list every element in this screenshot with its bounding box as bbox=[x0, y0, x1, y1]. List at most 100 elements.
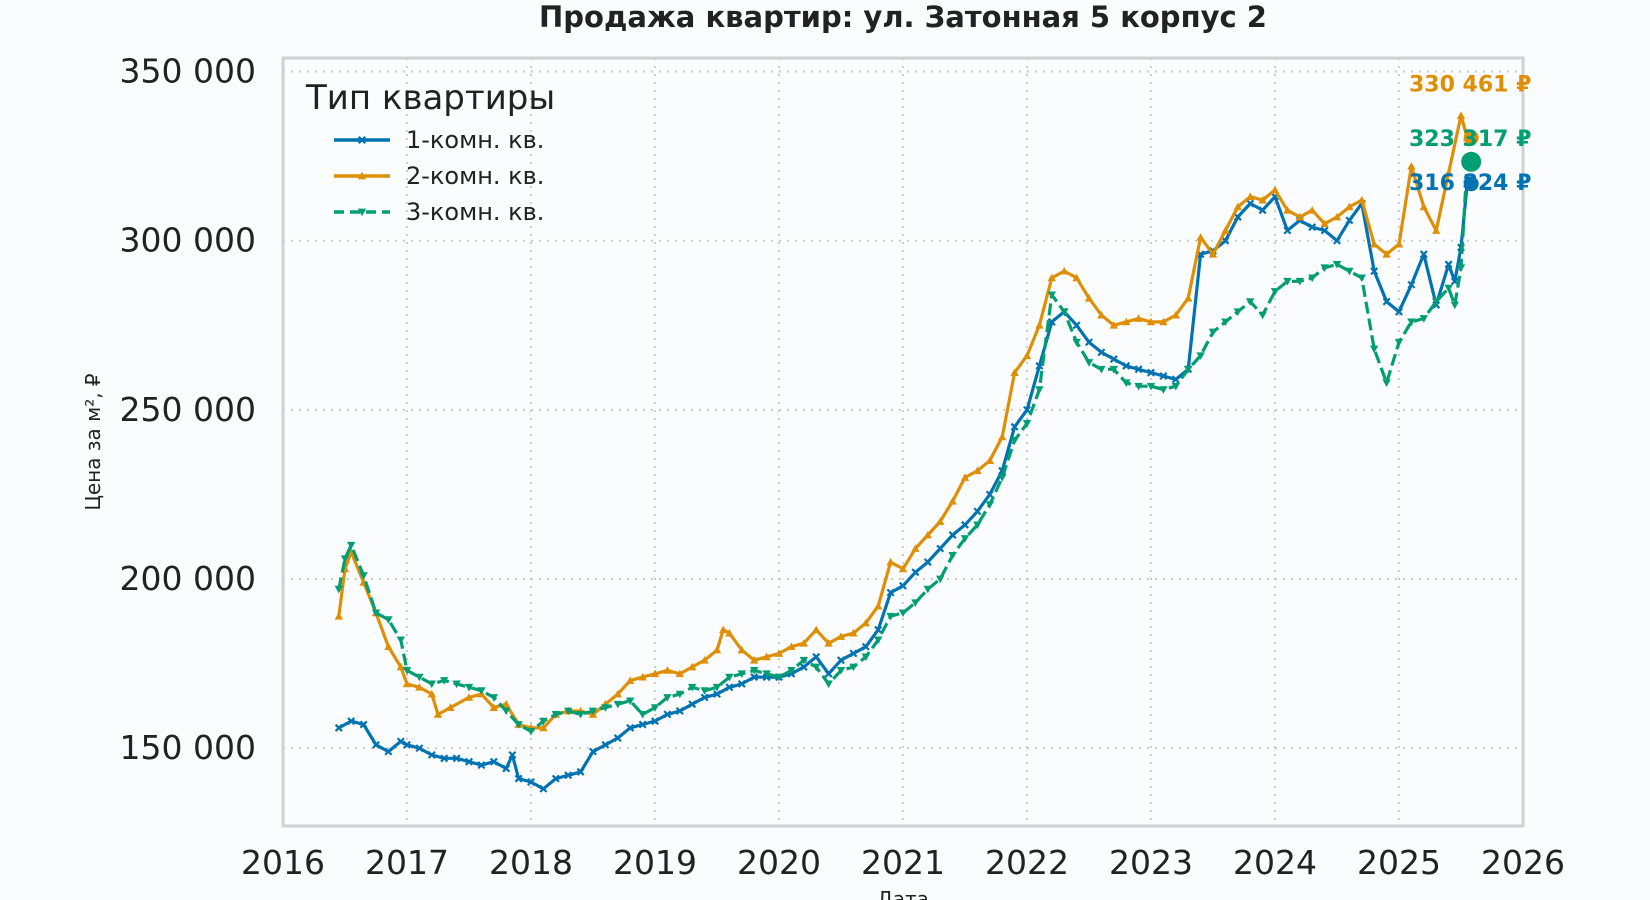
series-point-1 bbox=[489, 757, 498, 766]
legend-marker-1 bbox=[358, 136, 366, 144]
legend-label-2: 2-комн. кв. bbox=[406, 162, 544, 190]
legend-marker-3 bbox=[357, 208, 367, 217]
series-point-1 bbox=[1283, 226, 1292, 235]
series-point-3 bbox=[564, 707, 573, 716]
series-point-3 bbox=[576, 710, 585, 719]
series-point-3 bbox=[359, 572, 368, 580]
series-point-1 bbox=[911, 568, 920, 577]
series-point-3 bbox=[762, 670, 771, 678]
series-point-1 bbox=[1382, 297, 1391, 306]
series-point-3 bbox=[427, 680, 436, 689]
x-tick-label: 2021 bbox=[861, 843, 945, 882]
series-point-2 bbox=[1345, 202, 1354, 211]
series-point-3 bbox=[836, 667, 846, 675]
series-point-2 bbox=[812, 625, 821, 634]
series-point-3 bbox=[750, 667, 759, 675]
series-point-1 bbox=[799, 663, 808, 671]
series-point-2 bbox=[1171, 310, 1180, 319]
x-tick-label: 2023 bbox=[1109, 843, 1193, 882]
x-tick-label: 2020 bbox=[737, 843, 821, 882]
series-point-1 bbox=[359, 720, 368, 729]
series-point-1 bbox=[651, 717, 659, 726]
series-point-2 bbox=[1184, 294, 1193, 302]
series-point-2 bbox=[1072, 273, 1081, 282]
x-tick-label: 2019 bbox=[613, 843, 697, 882]
series-point-2 bbox=[1332, 212, 1342, 221]
series-point-2 bbox=[1246, 192, 1255, 201]
y-tick-label: 250 000 bbox=[120, 390, 256, 429]
series-point-3 bbox=[477, 687, 486, 695]
legend-items: 1-комн. кв. 2-комн. кв. 3-комн. кв. bbox=[334, 126, 544, 226]
series-point-2 bbox=[1035, 321, 1044, 329]
series-point-2 bbox=[1159, 317, 1168, 326]
series-point-1 bbox=[589, 747, 597, 756]
series-point-1 bbox=[514, 774, 523, 783]
series-point-1 bbox=[1085, 338, 1093, 347]
x-tick-label: 2018 bbox=[489, 843, 573, 882]
series-point-2 bbox=[427, 689, 436, 698]
series-point-1 bbox=[601, 740, 610, 749]
series-point-1 bbox=[663, 710, 672, 719]
series-point-3 bbox=[626, 697, 635, 706]
series-point-2 bbox=[1258, 195, 1267, 204]
series-point-2 bbox=[750, 656, 759, 664]
series-point-3 bbox=[1407, 318, 1416, 327]
series-point-1 bbox=[613, 734, 622, 743]
series-point-2 bbox=[464, 693, 474, 701]
series-point-3 bbox=[650, 704, 660, 712]
series-point-3 bbox=[440, 677, 449, 685]
series-point-3 bbox=[1444, 284, 1453, 293]
series-point-3 bbox=[347, 541, 356, 550]
series-point-2 bbox=[923, 530, 932, 539]
series-point-3 bbox=[1122, 379, 1131, 387]
series-point-3 bbox=[1010, 436, 1019, 445]
series-point-3 bbox=[861, 653, 870, 662]
series-point-3 bbox=[489, 694, 498, 702]
series-point-3 bbox=[1308, 274, 1317, 283]
series-point-1 bbox=[737, 679, 746, 688]
series-point-2 bbox=[1295, 212, 1304, 221]
end-point-2 bbox=[1463, 130, 1479, 146]
series-point-3 bbox=[973, 521, 982, 530]
series-point-3 bbox=[415, 673, 424, 682]
legend-marker-2 bbox=[357, 171, 367, 180]
series-point-3 bbox=[675, 690, 684, 699]
series-point-2 bbox=[1444, 168, 1453, 177]
series-point-1 bbox=[923, 558, 932, 567]
series-point-2 bbox=[911, 544, 920, 552]
series-point-1 bbox=[973, 507, 982, 516]
series-layer bbox=[334, 111, 1472, 793]
series-point-3 bbox=[849, 663, 858, 672]
series-point-1 bbox=[1134, 365, 1143, 374]
series-point-1 bbox=[874, 625, 883, 634]
series-point-2 bbox=[948, 497, 957, 505]
series-point-2 bbox=[1432, 226, 1441, 234]
end-value-label-1: 316 824 ₽ bbox=[1409, 171, 1531, 196]
series-point-2 bbox=[960, 473, 970, 481]
series-point-1 bbox=[886, 588, 895, 597]
series-point-2 bbox=[861, 618, 870, 627]
series-point-2 bbox=[415, 683, 424, 691]
series-point-2 bbox=[1196, 233, 1205, 241]
series-point-3 bbox=[1047, 291, 1056, 300]
series-point-1 bbox=[713, 690, 721, 699]
series-point-2 bbox=[1357, 195, 1366, 204]
series-point-2 bbox=[1060, 266, 1069, 275]
x-tick-label: 2022 bbox=[985, 843, 1069, 882]
legend-label-1: 1-комн. кв. bbox=[406, 126, 544, 154]
series-point-1 bbox=[1109, 355, 1118, 364]
series-point-1 bbox=[539, 784, 548, 793]
series-point-2 bbox=[433, 710, 443, 718]
series-point-1 bbox=[961, 520, 969, 529]
series-point-1 bbox=[688, 700, 697, 709]
series-point-2 bbox=[700, 656, 709, 664]
series-point-1 bbox=[334, 723, 343, 732]
series-point-2 bbox=[1134, 314, 1143, 322]
y-tick-labels: 150 000 200 000 250 000 300 000 350 000 bbox=[120, 52, 256, 768]
series-point-3 bbox=[1146, 382, 1156, 391]
series-point-1 bbox=[861, 642, 870, 651]
series-point-1 bbox=[1221, 236, 1230, 245]
series-point-1 bbox=[1419, 250, 1428, 259]
series-point-2 bbox=[737, 645, 746, 654]
series-point-1 bbox=[1023, 405, 1031, 414]
